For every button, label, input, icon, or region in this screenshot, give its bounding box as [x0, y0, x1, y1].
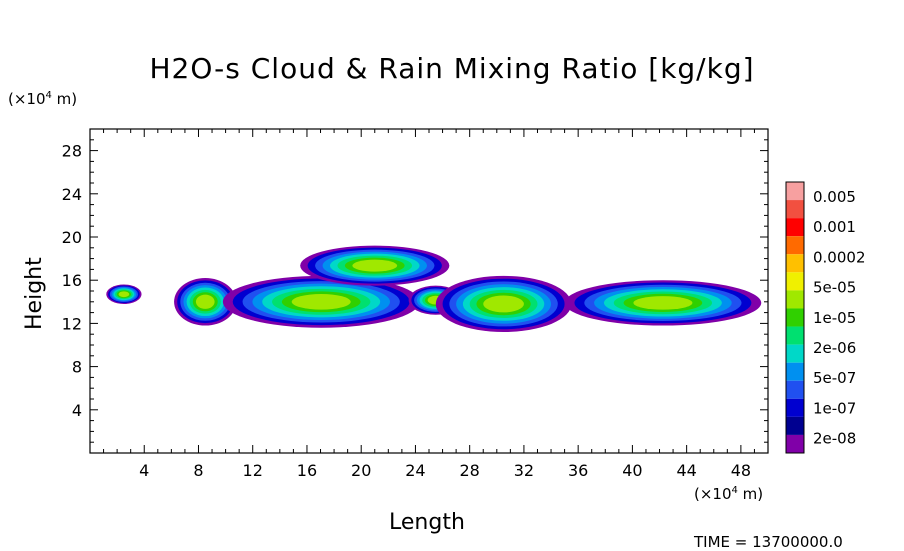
- x-tick-label: 4: [139, 461, 149, 480]
- colorbar-swatch: [786, 254, 804, 273]
- colorbar-label: 2e-06: [813, 339, 856, 357]
- colorbar-label: 1e-05: [813, 309, 856, 327]
- colorbar-swatch: [786, 218, 804, 237]
- x-tick-label: 24: [405, 461, 425, 480]
- colorbar-swatch: [786, 272, 804, 291]
- colorbar-swatch: [786, 236, 804, 255]
- colorbar-swatch: [786, 362, 804, 381]
- colorbar-label: 5e-07: [813, 369, 856, 387]
- colorbar-label: 5e-05: [813, 279, 856, 297]
- y-tick-label: 4: [72, 401, 82, 420]
- colorbar-swatch: [786, 182, 804, 201]
- x-axis-label: Length: [389, 510, 465, 535]
- x-tick-label: 32: [514, 461, 534, 480]
- colorbar-label: 0.005: [813, 188, 856, 206]
- x-tick-label: 48: [731, 461, 751, 480]
- field-region: [195, 294, 215, 309]
- colorbar-label: 2e-08: [813, 430, 856, 448]
- colorbar-swatch: [786, 308, 804, 327]
- colorbar-swatch: [786, 200, 804, 219]
- field-region: [291, 294, 351, 310]
- y-tick-label: 20: [62, 228, 82, 247]
- x-tick-label: 8: [193, 461, 203, 480]
- colorbar-frame: [785, 181, 805, 454]
- colorbar-swatch: [786, 326, 804, 345]
- colorbar-swatch: [786, 290, 804, 309]
- colorbar-label: 0.001: [813, 218, 856, 236]
- colorbar-swatch: [786, 434, 804, 453]
- time-readout: TIME = 13700000.0: [694, 533, 843, 551]
- colorbar-label: 1e-07: [813, 399, 856, 417]
- y-tick-label: 24: [62, 185, 82, 204]
- colorbar-swatch: [786, 344, 804, 363]
- x-axis-unit: (×104 m): [694, 485, 764, 503]
- colorbar-swatch: [786, 416, 804, 435]
- field-region: [483, 295, 524, 313]
- y-tick-label: 8: [72, 358, 82, 377]
- x-tick-label: 44: [676, 461, 696, 480]
- y-axis-unit: (×104 m): [8, 90, 78, 108]
- colorbar-swatch: [786, 380, 804, 399]
- x-tick-label: 28: [460, 461, 480, 480]
- x-tick-label: 16: [297, 461, 317, 480]
- chart-title: H2O-s Cloud & Rain Mixing Ratio [kg/kg]: [149, 52, 755, 85]
- colorbar-label: 0.0002: [813, 248, 866, 266]
- x-tick-label: 40: [622, 461, 642, 480]
- x-tick-label: 36: [568, 461, 588, 480]
- x-tick-label: 12: [243, 461, 263, 480]
- field-region: [118, 291, 130, 298]
- colorbar-swatch: [786, 398, 804, 417]
- y-tick-label: 12: [62, 314, 82, 333]
- y-tick-label: 16: [62, 271, 82, 290]
- y-tick-label: 28: [62, 142, 82, 161]
- field-region: [633, 296, 693, 310]
- x-tick-label: 20: [351, 461, 371, 480]
- field-region: [352, 259, 398, 272]
